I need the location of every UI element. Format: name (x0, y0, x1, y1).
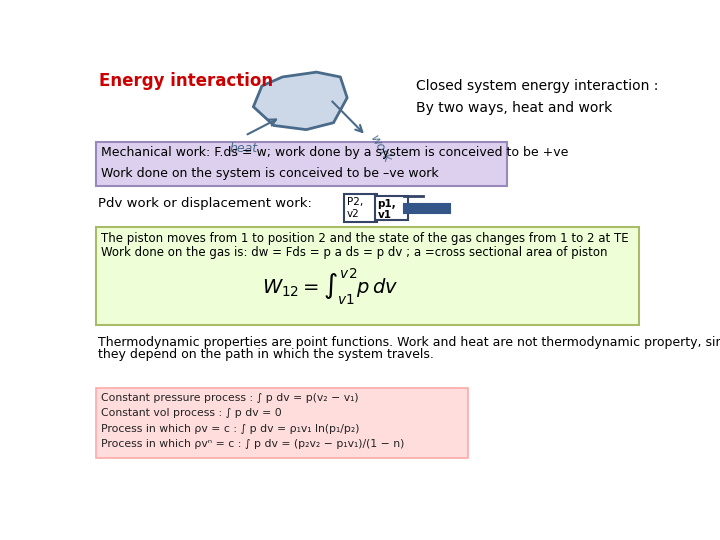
Text: heat: heat (230, 142, 258, 155)
Text: Work done on the gas is: dw = Fds = p a ds = p dv ; a =cross sectional area of p: Work done on the gas is: dw = Fds = p a … (101, 246, 608, 259)
Text: Closed system energy interaction :
By two ways, heat and work: Closed system energy interaction : By tw… (415, 79, 658, 116)
FancyBboxPatch shape (96, 142, 507, 186)
Bar (375, 197, 408, 220)
Text: Process in which ρv = c : ∫ p dv = ρ₁v₁ ln(p₁/p₂): Process in which ρv = c : ∫ p dv = ρ₁v₁ … (101, 423, 359, 434)
Text: work: work (367, 132, 394, 165)
Polygon shape (253, 72, 347, 130)
Text: Energy interaction: Energy interaction (99, 72, 274, 91)
Text: Process in which ρvⁿ = c : ∫ p dv = (p₂v₂ − p₁v₁)/(1 − n): Process in which ρvⁿ = c : ∫ p dv = (p₂v… (101, 439, 404, 449)
Text: Mechanical work: F.ds = w; work done by a system is conceived to be +ve
Work don: Mechanical work: F.ds = w; work done by … (101, 146, 568, 180)
FancyBboxPatch shape (96, 226, 639, 325)
Text: The piston moves from 1 to position 2 and the state of the gas changes from 1 to: The piston moves from 1 to position 2 an… (101, 232, 629, 245)
Text: $W_{12} = \int_{v1}^{v2} p\, dv$: $W_{12} = \int_{v1}^{v2} p\, dv$ (262, 267, 398, 307)
FancyBboxPatch shape (96, 388, 468, 457)
Text: v2: v2 (346, 209, 359, 219)
Text: they depend on the path in which the system travels.: they depend on the path in which the sys… (98, 348, 433, 361)
Text: Constant pressure process : ∫ p dv = p(v₂ − v₁): Constant pressure process : ∫ p dv = p(v… (101, 393, 359, 403)
Text: v1: v1 (377, 210, 392, 220)
Text: P2,: P2, (346, 197, 363, 207)
Text: Thermodynamic properties are point functions. Work and heat are not thermodynami: Thermodynamic properties are point funct… (98, 336, 720, 349)
Text: Pdv work or displacement work:: Pdv work or displacement work: (98, 197, 312, 210)
Bar (344, 194, 377, 222)
Text: p1,: p1, (377, 199, 396, 209)
Text: Constant vol process : ∫ p dv = 0: Constant vol process : ∫ p dv = 0 (101, 408, 282, 418)
